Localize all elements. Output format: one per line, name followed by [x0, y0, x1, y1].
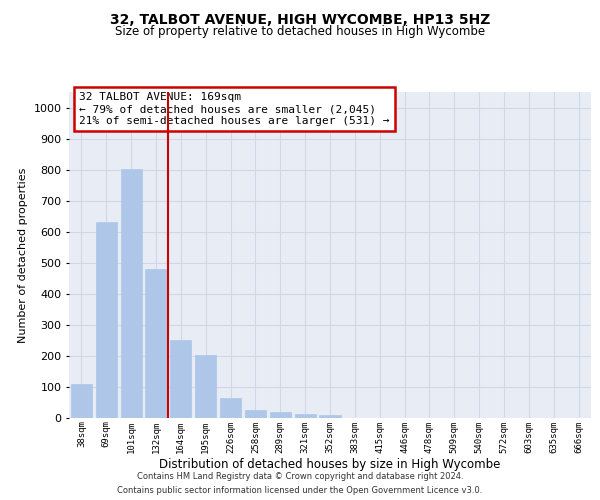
Bar	[195, 354, 216, 418]
Text: Contains HM Land Registry data © Crown copyright and database right 2024.: Contains HM Land Registry data © Crown c…	[137, 472, 463, 481]
Bar	[121, 169, 142, 418]
Bar	[96, 222, 117, 418]
Text: 32 TALBOT AVENUE: 169sqm
← 79% of detached houses are smaller (2,045)
21% of sem: 32 TALBOT AVENUE: 169sqm ← 79% of detach…	[79, 92, 390, 126]
Bar	[170, 340, 191, 417]
Text: Size of property relative to detached houses in High Wycombe: Size of property relative to detached ho…	[115, 25, 485, 38]
Bar	[319, 415, 341, 418]
Bar	[270, 412, 291, 418]
Bar	[245, 410, 266, 418]
Text: 32, TALBOT AVENUE, HIGH WYCOMBE, HP13 5HZ: 32, TALBOT AVENUE, HIGH WYCOMBE, HP13 5H…	[110, 12, 490, 26]
Text: Contains public sector information licensed under the Open Government Licence v3: Contains public sector information licen…	[118, 486, 482, 495]
Y-axis label: Number of detached properties: Number of detached properties	[18, 168, 28, 342]
Bar	[295, 414, 316, 418]
Bar	[145, 269, 167, 418]
Bar	[220, 398, 241, 417]
X-axis label: Distribution of detached houses by size in High Wycombe: Distribution of detached houses by size …	[160, 458, 500, 471]
Bar	[71, 384, 92, 418]
